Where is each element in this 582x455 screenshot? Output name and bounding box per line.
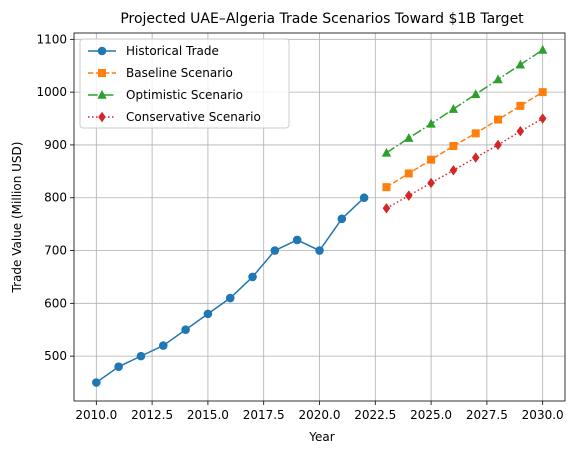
legend-marker [97,90,107,99]
data-point [449,165,458,176]
data-point [315,246,324,255]
data-point [448,104,459,113]
y-tick-label: 1100 [36,32,67,46]
legend-label: Baseline Scenario [126,66,233,80]
data-point [515,59,526,69]
y-axis-label: Trade Value (Million USD) [10,142,24,294]
x-tick-label: 2017.5 [243,408,285,422]
y-tick-label: 900 [44,138,67,152]
legend-label: Optimistic Scenario [126,88,243,102]
data-point [404,133,414,142]
data-point [538,88,547,97]
y-tick-label: 1000 [36,85,67,99]
legend-marker [97,46,107,56]
data-point [203,309,213,319]
data-point [337,214,347,224]
legend-marker [98,111,106,123]
chart-title: Projected UAE–Algeria Trade Scenarios To… [120,11,524,27]
data-point [537,44,548,54]
data-point [471,152,480,163]
x-tick-label: 2020.0 [299,408,341,422]
data-point [248,272,257,282]
tick-layer: 2010.0 2012.5 2015.0 2017.5 2020.0 2022.5 2025… [36,32,563,422]
data-point [427,155,436,164]
x-tick-label: 2010.0 [75,408,117,422]
data-point [427,177,435,189]
x-tick-label: 2027.5 [466,408,508,422]
data-point [471,129,480,138]
legend-label: Conservative Scenario [126,110,261,124]
legend-label: Historical Trade [126,44,219,58]
data-point [516,101,525,110]
data-point [426,118,436,128]
y-tick-label: 800 [44,191,67,205]
x-axis-label: Year [308,430,334,444]
legend-marker [98,69,106,77]
data-point [270,246,280,255]
series-layer [92,44,548,387]
x-tick-label: 2012.5 [131,408,173,422]
data-point [404,190,413,201]
y-tick-label: 700 [44,244,67,258]
data-point [449,141,458,150]
x-tick-label: 2025.0 [410,408,452,422]
data-point [494,139,502,151]
series-baseline-scenario [382,88,547,192]
legend-box [79,38,290,129]
x-tick-label: 2015.0 [187,408,229,422]
data-point [538,113,547,124]
data-point [493,74,503,84]
x-tick-label: 2022.5 [354,408,396,422]
data-point [114,362,123,371]
data-point [181,325,190,335]
series-conservative-scenario [382,113,547,214]
data-point [382,203,391,214]
data-point [136,351,146,361]
data-point [158,341,168,350]
data-point [225,293,235,303]
data-point [494,115,503,124]
data-point [516,126,525,137]
legend: Historical Trade Baseline Scenario Optimis… [79,38,290,129]
data-point [471,89,481,99]
data-point [92,378,101,387]
x-tick-label: 2030.0 [522,408,564,422]
y-tick-label: 600 [44,296,67,310]
y-tick-label: 500 [44,349,67,363]
series-optimistic-scenario [381,44,548,157]
data-point [382,183,391,192]
data-point [381,147,392,157]
data-point [404,169,413,178]
data-point [359,193,369,203]
data-point [292,235,302,245]
series-historical-trade [92,193,369,387]
